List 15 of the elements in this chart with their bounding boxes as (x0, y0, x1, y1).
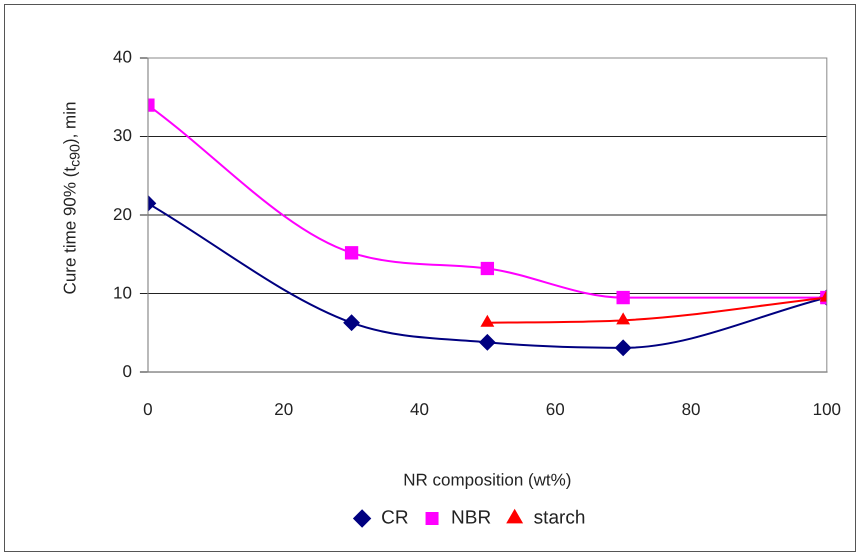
x-tick-label: 20 (274, 400, 294, 420)
y-tick-label: 40 (112, 48, 132, 67)
y-tick-label: 10 (112, 283, 132, 302)
x-tick-label: 80 (682, 400, 700, 420)
legend-label: NBR (451, 508, 492, 529)
y-tick-label: 0 (122, 362, 132, 381)
x-tick-label: 40 (410, 400, 429, 420)
x-tick-label: 100 (812, 400, 842, 420)
y-tick-label: 30 (112, 126, 132, 146)
x-tick-label: 0 (143, 400, 153, 420)
legend-label: starch (534, 508, 586, 529)
x-tick-label: 60 (546, 400, 565, 420)
y-tick-label: 20 (112, 204, 132, 224)
x-axis-title: NR composition (wt%) (403, 470, 572, 490)
legend-label: CR (381, 508, 409, 529)
